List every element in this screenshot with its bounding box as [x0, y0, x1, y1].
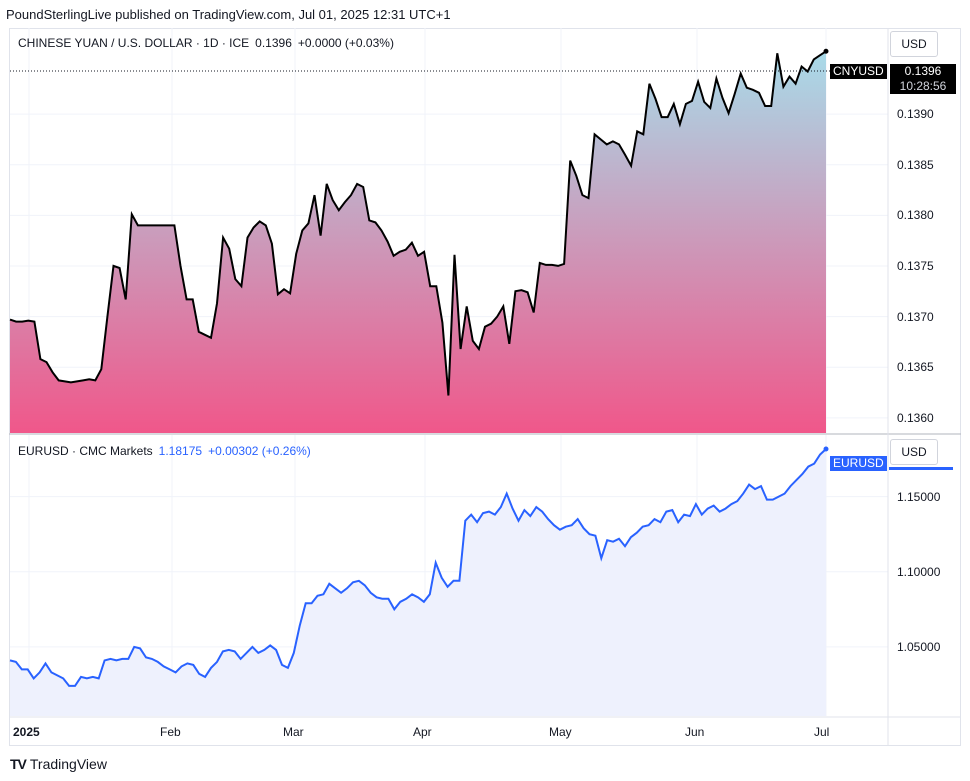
x-tick-label: Jul — [814, 725, 830, 739]
chart-frame — [9, 28, 961, 746]
cny-symbol-tag: CNYUSD — [830, 64, 887, 79]
cny-change: +0.0000 (+0.03%) — [297, 36, 394, 50]
x-tick-label: May — [549, 725, 572, 739]
cny-legend[interactable]: CHINESE YUAN / U.S. DOLLAR · 1D · ICE 0.1… — [18, 36, 394, 50]
cny-price-tag-value: 0.1396 — [904, 64, 942, 78]
eur-last-point — [823, 446, 829, 452]
eur-y-tick-label: 1.15000 — [897, 489, 941, 504]
cny-y-tick-label: 0.1385 — [897, 157, 934, 172]
cny-y-tick-label: 0.1390 — [897, 107, 934, 122]
cny-y-tick-label: 0.1375 — [897, 258, 934, 273]
eur-y-tick-label: 1.05000 — [897, 639, 941, 654]
cny-price-tag: 0.1396 10:28:56 — [890, 64, 956, 94]
tradingview-brand[interactable]: ТV TradingView — [10, 756, 107, 772]
eur-area-fill — [10, 449, 826, 716]
eur-symbol-tag: EURUSD — [830, 456, 887, 471]
cny-area-fill — [10, 51, 826, 434]
eur-y-tick-label: 1.10000 — [897, 564, 941, 579]
brand-label: TradingView — [29, 756, 107, 772]
eur-currency-button[interactable]: USD — [890, 439, 938, 465]
eur-legend[interactable]: EURUSD · CMC Markets 1.18175 +0.00302 (+0.… — [18, 444, 311, 458]
cny-title: CHINESE YUAN / U.S. DOLLAR · 1D · ICE — [18, 36, 250, 50]
x-tick-label: Jun — [685, 725, 705, 739]
cny-last-point — [823, 48, 829, 54]
cny-y-tick-label: 0.1380 — [897, 208, 934, 223]
x-tick-label: Apr — [413, 725, 432, 739]
published-line: PoundSterlingLive published on TradingVi… — [6, 7, 451, 22]
cny-y-tick-label: 0.1365 — [897, 360, 934, 375]
cny-y-tick-label: 0.1360 — [897, 410, 934, 425]
tradingview-logo-icon: ТV — [10, 756, 27, 772]
cny-countdown: 10:28:56 — [899, 79, 947, 93]
x-tick-label: Mar — [283, 725, 304, 739]
eur-price-marker — [889, 467, 953, 470]
cny-currency-button[interactable]: USD — [890, 31, 938, 57]
eur-price-line — [9, 448, 827, 687]
eur-title: EURUSD · CMC Markets — [18, 444, 153, 458]
cny-y-tick-label: 0.1370 — [897, 309, 934, 324]
cny-last: 0.1396 — [255, 36, 292, 50]
eur-change: +0.00302 (+0.26%) — [208, 444, 311, 458]
x-tick-label: 2025 — [13, 725, 40, 739]
x-tick-label: Feb — [160, 725, 181, 739]
eur-last: 1.18175 — [158, 444, 203, 458]
cny-price-line — [9, 50, 827, 396]
